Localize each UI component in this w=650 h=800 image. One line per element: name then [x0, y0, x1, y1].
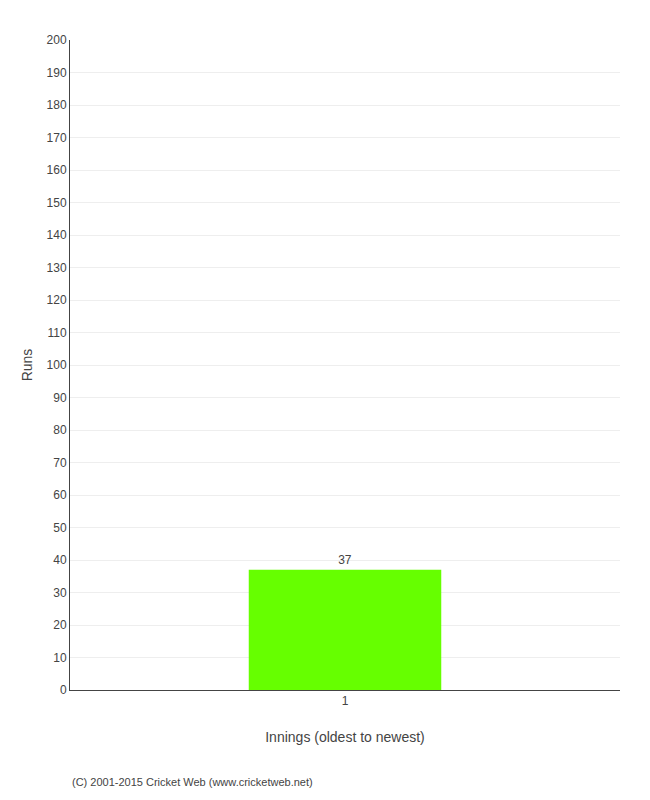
svg-text:10: 10 — [53, 651, 67, 665]
svg-text:60: 60 — [53, 488, 67, 502]
svg-text:40: 40 — [53, 553, 67, 567]
svg-text:37: 37 — [338, 553, 352, 567]
svg-text:100: 100 — [47, 358, 67, 372]
svg-text:0: 0 — [60, 683, 67, 697]
svg-text:160: 160 — [47, 163, 67, 177]
svg-text:190: 190 — [47, 66, 67, 80]
svg-text:130: 130 — [47, 261, 67, 275]
svg-text:30: 30 — [53, 586, 67, 600]
svg-text:80: 80 — [53, 423, 67, 437]
svg-text:Runs: Runs — [19, 349, 35, 382]
svg-text:Innings (oldest to newest): Innings (oldest to newest) — [265, 729, 425, 745]
svg-text:1: 1 — [342, 694, 349, 708]
svg-text:(C) 2001-2015 Cricket Web (www: (C) 2001-2015 Cricket Web (www.cricketwe… — [72, 776, 313, 788]
svg-text:20: 20 — [53, 618, 67, 632]
svg-text:140: 140 — [47, 228, 67, 242]
svg-text:90: 90 — [53, 391, 67, 405]
svg-text:120: 120 — [47, 293, 67, 307]
svg-text:170: 170 — [47, 131, 67, 145]
svg-text:110: 110 — [47, 326, 66, 340]
svg-text:180: 180 — [47, 98, 67, 112]
svg-text:200: 200 — [47, 33, 67, 47]
svg-text:50: 50 — [53, 521, 67, 535]
svg-text:70: 70 — [53, 456, 67, 470]
svg-text:150: 150 — [47, 196, 67, 210]
